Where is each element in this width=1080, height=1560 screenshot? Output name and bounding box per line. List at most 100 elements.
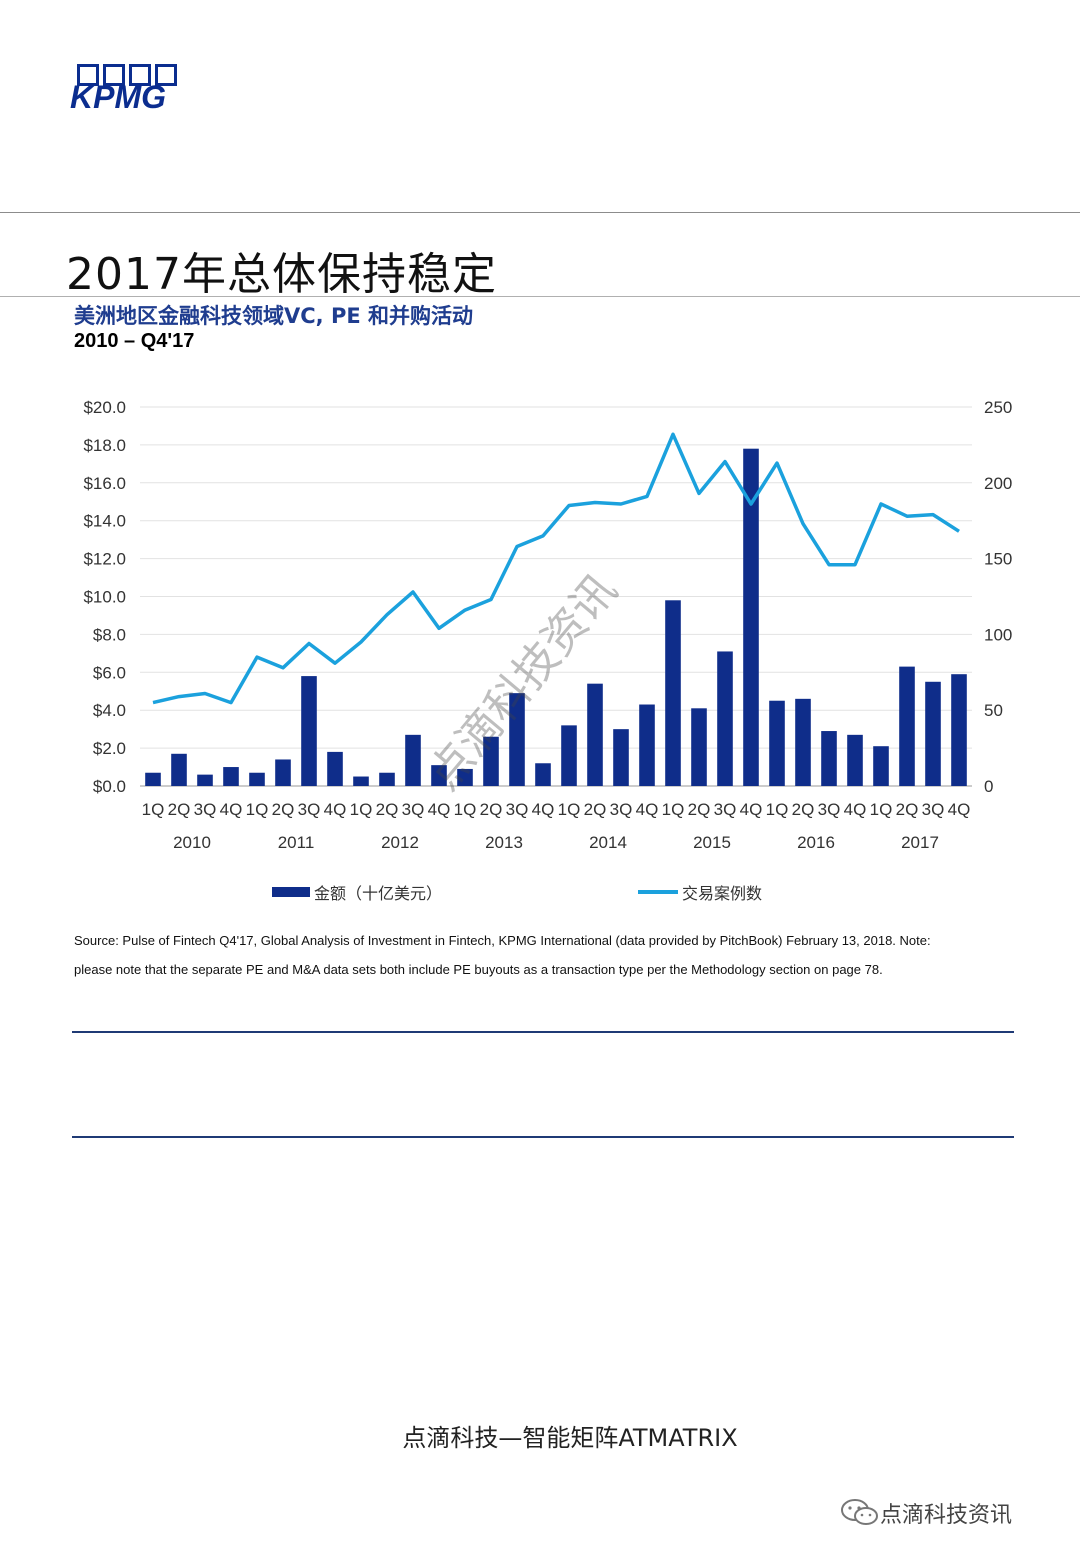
quarter-label: 2Q	[896, 800, 919, 819]
quarter-label: 2Q	[792, 800, 815, 819]
bar	[223, 767, 239, 786]
quarter-label: 2Q	[376, 800, 399, 819]
bar	[717, 651, 733, 786]
quarter-label: 3Q	[714, 800, 737, 819]
bar	[769, 700, 785, 786]
bar	[301, 676, 317, 786]
quarter-label: 1Q	[454, 800, 477, 819]
left-tick-label: $18.0	[83, 436, 126, 455]
bar	[613, 729, 629, 786]
chart-title: 美洲地区金融科技领域VC, PE 和并购活动	[74, 304, 473, 328]
right-tick-label: 100	[984, 625, 1012, 644]
right-tick-label: 50	[984, 701, 1003, 720]
quarter-label: 2Q	[168, 800, 191, 819]
bar	[639, 704, 655, 786]
legend-bar-swatch	[272, 887, 310, 897]
quarter-label: 4Q	[948, 800, 971, 819]
bar	[327, 751, 343, 786]
year-label: 2012	[381, 833, 419, 852]
right-tick-label: 150	[984, 550, 1012, 569]
title-divider	[0, 296, 1080, 297]
legend-bar-label: 金额（十亿美元）	[314, 884, 443, 903]
bar	[275, 759, 291, 786]
bar	[379, 772, 395, 786]
quarter-label: 4Q	[844, 800, 867, 819]
bar	[561, 725, 577, 786]
left-tick-label: $10.0	[83, 588, 126, 607]
wechat-icon	[841, 1499, 878, 1525]
right-tick-label: 0	[984, 777, 993, 796]
bar	[587, 683, 603, 786]
bar	[197, 774, 213, 786]
year-label: 2013	[485, 833, 523, 852]
right-tick-label: 250	[984, 398, 1012, 417]
year-label: 2015	[693, 833, 731, 852]
quarter-label: 1Q	[558, 800, 581, 819]
bar	[457, 768, 473, 786]
quarter-label: 3Q	[506, 800, 529, 819]
left-axis: $20.0 $18.0 $16.0 $14.0 $12.0 $10.0 $8.0 $6.0 $4…	[83, 398, 126, 796]
quarter-label: 1Q	[870, 800, 893, 819]
quarter-label: 3Q	[402, 800, 425, 819]
kpmg-logo: KPMG	[70, 62, 192, 115]
bar	[925, 681, 941, 786]
quarter-label: 4Q	[532, 800, 555, 819]
quarter-label: 4Q	[740, 800, 763, 819]
bar	[509, 693, 525, 786]
bar	[873, 746, 889, 786]
line-series-path	[152, 432, 960, 705]
bar	[171, 753, 187, 786]
legend-bar: 金额（十亿美元）	[272, 880, 442, 904]
kpmg-logo-text: KPMG	[70, 79, 166, 112]
bar	[145, 772, 161, 786]
source-line-2: please note that the separate PE and M&A…	[74, 962, 883, 977]
bar	[691, 708, 707, 786]
left-tick-label: $2.0	[93, 739, 126, 758]
footer-text: 点滴科技—智能矩阵ATMATRIX	[402, 1424, 738, 1452]
blue-divider-1	[72, 1031, 1014, 1033]
right-tick-label: 200	[984, 474, 1012, 493]
bar	[743, 448, 759, 786]
legend-line-label: 交易案例数	[682, 884, 763, 903]
left-tick-label: $0.0	[93, 777, 126, 796]
quarter-label: 2Q	[480, 800, 503, 819]
left-tick-label: $8.0	[93, 625, 126, 644]
quarter-label: 1Q	[662, 800, 685, 819]
bar	[431, 765, 447, 786]
line-series	[152, 432, 960, 705]
quarter-label: 2Q	[272, 800, 295, 819]
bar	[535, 763, 551, 786]
quarter-label: 2Q	[688, 800, 711, 819]
bar	[795, 698, 811, 786]
quarter-label: 1Q	[142, 800, 165, 819]
year-label: 2011	[278, 833, 315, 852]
bar	[847, 734, 863, 786]
left-tick-label: $12.0	[83, 550, 126, 569]
year-label: 2010	[173, 833, 211, 852]
quarter-label: 3Q	[194, 800, 217, 819]
quarter-label: 3Q	[818, 800, 841, 819]
year-label: 2016	[797, 833, 835, 852]
bar	[665, 600, 681, 786]
bar	[951, 674, 967, 786]
left-tick-label: $6.0	[93, 663, 126, 682]
quarter-label: 3Q	[298, 800, 321, 819]
bar	[821, 731, 837, 786]
year-label: 2014	[589, 833, 627, 852]
bar-series	[145, 448, 967, 786]
bar	[405, 734, 421, 786]
legend-line: 交易案例数	[638, 880, 762, 904]
quarter-label: 3Q	[610, 800, 633, 819]
combo-chart: $20.0 $18.0 $16.0 $14.0 $12.0 $10.0 $8.0 $6.0 $4…	[83, 398, 1012, 852]
quarter-label: 4Q	[636, 800, 659, 819]
quarter-label: 1Q	[350, 800, 373, 819]
bar	[899, 666, 915, 786]
quarter-label: 4Q	[324, 800, 347, 819]
left-tick-label: $4.0	[93, 701, 126, 720]
chart-subtitle: 2010 – Q4'17	[74, 330, 195, 352]
left-tick-label: $14.0	[83, 512, 126, 531]
quarter-label: 1Q	[246, 800, 269, 819]
left-tick-label: $16.0	[83, 474, 126, 493]
quarter-label: 1Q	[766, 800, 789, 819]
source-line-1: Source: Pulse of Fintech Q4'17, Global A…	[74, 933, 931, 948]
